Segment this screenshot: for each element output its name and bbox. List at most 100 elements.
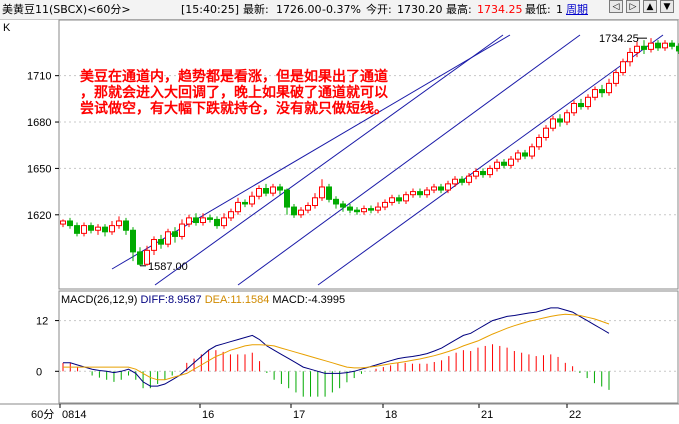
diff-line [63, 307, 610, 387]
candle-body [536, 136, 542, 148]
latest-label: 最新: [243, 3, 269, 16]
candle-body [585, 96, 591, 108]
candle-body [333, 198, 339, 205]
candle-body [417, 191, 423, 196]
candle-body [277, 186, 283, 191]
candle-body [137, 251, 143, 265]
annotation-line: ，那就会进入大回调了，晚上如果破了通道就可以 [80, 84, 388, 101]
candle-body [235, 201, 241, 213]
candle-body [74, 225, 80, 234]
candle-body [382, 201, 388, 208]
candle-body [515, 152, 521, 160]
macd-legend-item: DEA:11.1584 [205, 294, 273, 306]
candle-body [592, 89, 598, 98]
candle-body [655, 42, 661, 49]
time-label: [15:40:25] [181, 3, 239, 16]
macd-legend-item: MACD:-4.3995 [272, 294, 345, 306]
candle-body [501, 161, 507, 166]
candle-body [669, 42, 675, 47]
candle-body [662, 42, 668, 49]
candle-body [130, 229, 136, 253]
x-tick-label: 17 [293, 409, 305, 421]
candle-body [242, 201, 248, 205]
candle-body [543, 127, 549, 138]
candle-body [494, 161, 500, 169]
candle-body [550, 118, 556, 129]
candle-body [151, 239, 157, 251]
candle-body [641, 45, 647, 50]
candle-body [340, 203, 346, 208]
x-tick-label: 22 [569, 409, 581, 421]
x-tick-label: 21 [481, 409, 493, 421]
candle-body [473, 171, 479, 177]
candle-body [270, 186, 276, 194]
candle-body [564, 112, 570, 123]
macd-tick-label: 12 [36, 316, 48, 328]
change-value: -0.37% [322, 3, 361, 16]
macd-legend-item: DIFF:8.9587 [140, 294, 204, 306]
channel-line [111, 34, 511, 270]
high-label: 最高: [446, 3, 472, 16]
price-tick-label: 1710 [27, 71, 51, 83]
period-link[interactable]: 周期 [566, 3, 588, 16]
candle-body [375, 206, 381, 211]
candlestick-chart: 1620 1650 1680 1710 K 1734.25 1587.00 美豆在通道内，趋势… [0, 19, 679, 421]
candle-body [144, 249, 150, 265]
macd-legend: MACD(26,12,9) DIFF:8.9587 DEA:11.1584 MA… [61, 294, 345, 306]
candle-body [200, 217, 206, 224]
latest-value: 1726.00 [276, 3, 322, 16]
scroll-right-button[interactable]: ▷ [626, 0, 640, 13]
candle-body [116, 220, 122, 227]
candle-body [599, 89, 605, 94]
candle-body [95, 226, 101, 231]
zoom-out-button[interactable]: ▼ [660, 0, 674, 13]
period-axis-label: 60分 [31, 408, 54, 421]
dea-line [63, 313, 610, 381]
price-tick-label: 1620 [27, 210, 51, 222]
x-tick-label: 18 [385, 409, 397, 421]
candle-body [522, 152, 528, 157]
x-tick-label: 0814 [62, 409, 86, 421]
candle-body [648, 42, 654, 50]
candle-body [67, 220, 73, 227]
candle-body [438, 186, 444, 191]
quote-header: 美黄豆11(SBCX)<60分> [15:40:25] 最新: 1726.00 … [0, 0, 679, 20]
low-label: 最低: [525, 3, 551, 16]
channel-line [154, 34, 504, 286]
candle-body [620, 61, 626, 74]
open-label: 今开: [366, 3, 392, 16]
macd-tick-label: 0 [36, 366, 42, 378]
candle-body [613, 72, 619, 84]
candle-body [410, 191, 416, 196]
candle-body [606, 82, 612, 94]
candle-body [389, 197, 395, 203]
candle-body [60, 220, 66, 225]
price-tick-label: 1650 [27, 163, 51, 175]
candle-body [81, 225, 87, 234]
candle-body [634, 45, 640, 53]
candle-body [179, 223, 185, 237]
candle-body [102, 226, 108, 233]
candle-body [228, 211, 234, 219]
candle-body [172, 231, 178, 237]
candle-body [221, 217, 227, 227]
candle-body [529, 146, 535, 157]
candle-body [347, 206, 353, 211]
scroll-left-button[interactable]: ◁ [609, 0, 623, 13]
candle-body [249, 195, 255, 205]
candle-body [284, 189, 290, 208]
candle-body [396, 197, 402, 202]
zoom-in-button[interactable]: ▲ [643, 0, 657, 13]
price-tick-label: 1680 [27, 117, 51, 129]
x-tick-label: 16 [202, 409, 214, 421]
candle-body [214, 218, 220, 227]
candle-body [403, 194, 409, 202]
high-price-label: 1734.25 [599, 33, 639, 45]
candle-body [298, 209, 304, 216]
low-price-label: 1587.00 [148, 261, 188, 273]
panel-label: K [3, 22, 11, 34]
candle-body [326, 186, 332, 200]
macd-panel-frame [58, 290, 679, 404]
macd-legend-item: MACD(26,12,9) [61, 294, 140, 306]
